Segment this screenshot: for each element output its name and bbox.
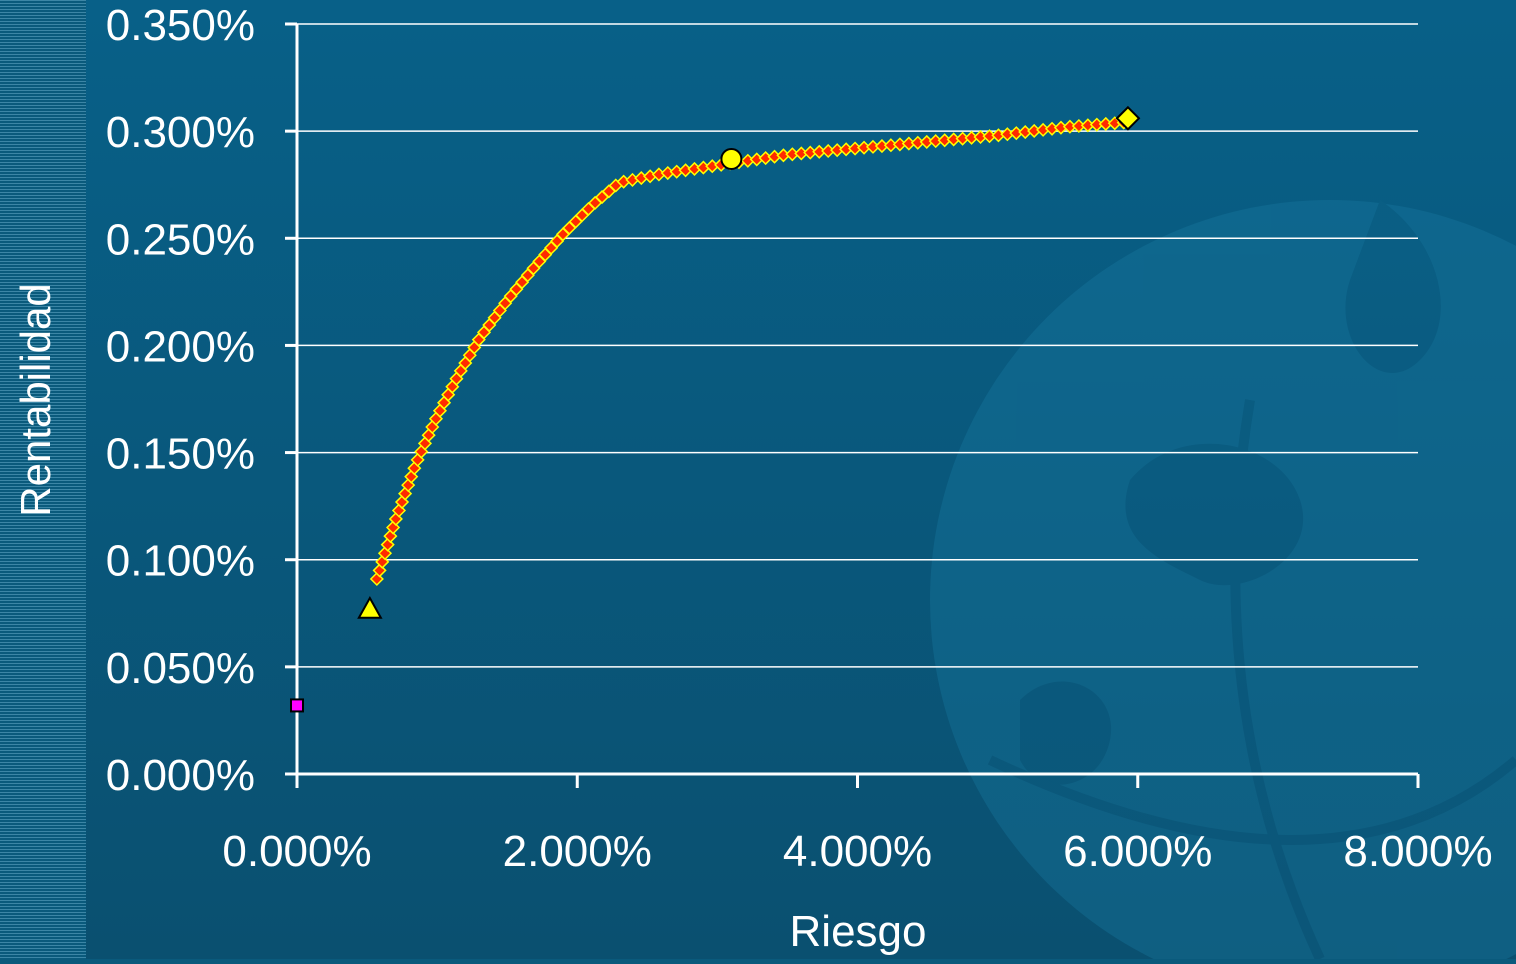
data-marks — [290, 105, 1141, 713]
x-tick-label: 4.000% — [783, 827, 932, 876]
y-tick-label: 0.000% — [106, 751, 255, 800]
x-tick-label: 6.000% — [1063, 827, 1212, 876]
y-tick-label: 0.200% — [106, 322, 255, 371]
min-variance-point — [357, 595, 383, 619]
y-tick-label: 0.300% — [106, 108, 255, 157]
y-tick-label: 0.050% — [106, 644, 255, 693]
x-tick-label: 8.000% — [1343, 827, 1492, 876]
gridlines — [297, 23, 1418, 668]
left-stripe-band — [0, 0, 86, 959]
risk-free-point — [290, 698, 304, 713]
max-return-point — [1115, 105, 1141, 131]
x-tick-label: 2.000% — [503, 827, 652, 876]
y-tick-label: 0.350% — [106, 1, 255, 50]
y-tick-label: 0.250% — [106, 215, 255, 264]
x-tick-label: 0.000% — [222, 827, 371, 876]
tangency-point — [720, 148, 743, 170]
y-axis-label: Rentabilidad — [12, 283, 59, 517]
y-tick-label: 0.100% — [106, 537, 255, 586]
axes — [285, 22, 1420, 788]
y-tick-label: 0.150% — [106, 430, 255, 479]
tick-labels: 0.000% 0.050% 0.100% 0.150% 0.200% 0.250% 0.30… — [106, 1, 1493, 876]
x-axis-label: Riesgo — [790, 907, 927, 956]
